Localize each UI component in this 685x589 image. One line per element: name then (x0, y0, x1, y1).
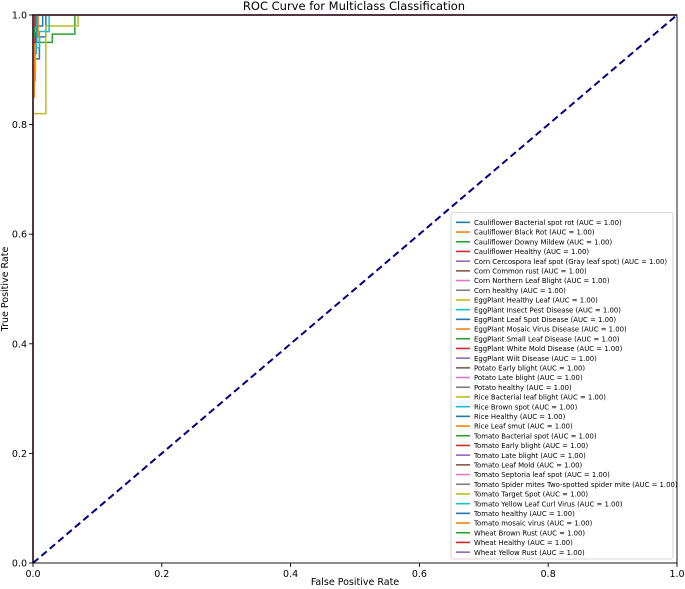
legend-label: Potato Early blight (AUC = 1.00) (474, 364, 585, 372)
x-tick-label: 0.6 (412, 569, 427, 580)
chart-title: ROC Curve for Multiclass Classification (243, 0, 465, 13)
legend-label: Tomato healthy (AUC = 1.00) (473, 510, 575, 518)
x-tick-label: 0.8 (541, 569, 556, 580)
legend-label: Rice Brown spot (AUC = 1.00) (474, 403, 578, 411)
legend-label: Tomato Spider mites Two-spotted spider m… (473, 481, 678, 489)
legend-label: Tomato Bacterial spot (AUC = 1.00) (473, 432, 597, 440)
legend-label: Corn Cercospora leaf spot (Gray leaf spo… (474, 258, 667, 266)
legend-label: Rice Bacterial leaf blight (AUC = 1.00) (474, 394, 606, 402)
y-tick-label: 0.0 (12, 559, 27, 570)
legend-label: Corn Common rust (AUC = 1.00) (474, 267, 587, 275)
y-tick-label: 0.4 (12, 339, 27, 350)
legend-label: Cauliflower Healthy (AUC = 1.00) (474, 248, 589, 256)
legend-label: EggPlant Small Leaf Disease (AUC = 1.00) (474, 335, 620, 343)
legend-label: Corn Northern Leaf Blight (AUC = 1.00) (474, 277, 610, 285)
legend-label: Tomato Target Spot (AUC = 1.00) (473, 491, 588, 499)
y-tick-label: 1.0 (12, 11, 27, 22)
y-tick-label: 0.6 (12, 230, 27, 241)
diagonal-reference-group (32, 14, 678, 564)
x-axis-label: False Positive Rate (311, 577, 399, 588)
x-tick-label: 1.0 (669, 569, 684, 580)
x-tick-label: 0.2 (154, 569, 169, 580)
legend-label: Rice Healthy (AUC = 1.00) (474, 413, 566, 421)
legend-label: Wheat Yellow Rust (AUC = 1.00) (474, 549, 585, 557)
x-axis-ticks: 0.0 0.2 0.4 0.6 0.8 1.0 (25, 563, 685, 580)
legend-label: EggPlant Wilt Disease (AUC = 1.00) (474, 355, 597, 363)
plot-frame (32, 14, 678, 564)
legend-label: EggPlant Leaf Spot Disease (AUC = 1.00) (474, 316, 616, 324)
legend-label: Cauliflower Downy Mildew (AUC = 1.00) (474, 238, 612, 246)
y-axis-ticks: 0.0 0.2 0.4 0.6 0.8 1.0 (12, 11, 33, 570)
legend-label: Rice Leaf smut (AUC = 1.00) (474, 423, 573, 431)
x-tick-label: 0.4 (283, 569, 298, 580)
y-tick-label: 0.2 (12, 449, 27, 460)
legend-label: EggPlant White Mold Disease (AUC = 1.00) (474, 345, 623, 353)
legend-label: Cauliflower Black Rot (AUC = 1.00) (474, 229, 595, 237)
legend-label: Tomato Early blight (AUC = 1.00) (473, 442, 588, 450)
legend-label: Tomato Yellow Leaf Curl Virus (AUC = 1.0… (473, 500, 623, 508)
legend-box (450, 212, 674, 560)
diagonal-reference-line (32, 14, 678, 564)
legend-label: Potato healthy (AUC = 1.00) (474, 384, 572, 392)
legend-label: Tomato Leaf Mold (AUC = 1.00) (473, 461, 582, 469)
x-tick-label: 0.0 (25, 569, 40, 580)
y-axis-label: True Positive Rate (0, 247, 11, 333)
legend-label: Potato Late blight (AUC = 1.00) (474, 374, 583, 382)
legend-label: EggPlant Insect Pest Disease (AUC = 1.00… (474, 306, 621, 314)
legend-label: Corn healthy (AUC = 1.00) (474, 287, 566, 295)
legend-label: Wheat Healthy (AUC = 1.00) (474, 539, 573, 547)
legend-label: Tomato Septoria leaf spot (AUC = 1.00) (473, 471, 610, 479)
y-tick-label: 0.8 (12, 120, 27, 131)
legend-label: EggPlant Healthy Leaf (AUC = 1.00) (474, 297, 598, 305)
legend-label: Cauliflower Bacterial spot rot (AUC = 1.… (474, 219, 622, 227)
legend-label: EggPlant Mosaic Virus Disease (AUC = 1.0… (474, 326, 627, 334)
legend-label: Wheat Brown Rust (AUC = 1.00) (474, 529, 585, 537)
legend-label: Tomato Late blight (AUC = 1.00) (473, 452, 586, 460)
legend: Cauliflower Bacterial spot rot (AUC = 1.… (450, 212, 678, 560)
legend-label: Tomato mosaic virus (AUC = 1.00) (473, 520, 593, 528)
